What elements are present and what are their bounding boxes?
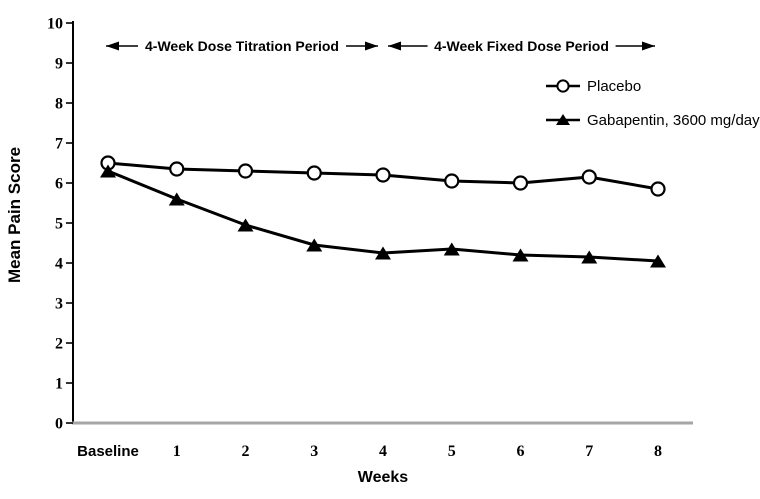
- y-axis-title: Mean Pain Score: [5, 146, 24, 284]
- x-axis-title: Weeks: [357, 469, 409, 486]
- data-point-filled-triangle: [375, 246, 391, 260]
- x-tick-label: 3: [310, 443, 318, 460]
- data-point-filled-triangle: [512, 248, 529, 262]
- legend-label-gabapentin: Gabapentin, 3600 mg/day: [587, 111, 760, 129]
- data-point-open-circle: [581, 169, 597, 185]
- filled-triangle-marker-icon: [546, 114, 580, 125]
- y-tick-label: 7: [55, 136, 63, 153]
- legend-item-gabapentin: Gabapentin, 3600 mg/day: [546, 111, 760, 129]
- x-tick-label: Baseline: [77, 443, 139, 460]
- y-tick-label: 2: [55, 336, 63, 353]
- y-tick-label: 5: [55, 216, 63, 233]
- arrow-left-head: [106, 41, 119, 51]
- annotation-fixed-dose-period: 4-Week Fixed Dose Period: [427, 37, 616, 55]
- data-point-filled-triangle: [443, 242, 460, 256]
- arrow-left-head: [388, 41, 401, 51]
- x-tick-label: 2: [242, 443, 250, 460]
- legend: Placebo Gabapentin, 3600 mg/day: [546, 77, 760, 129]
- data-point-filled-triangle: [650, 254, 666, 268]
- data-point-open-circle: [375, 167, 391, 183]
- y-tick-label: 0: [55, 416, 63, 433]
- data-point-open-circle: [169, 161, 185, 177]
- x-tick-label: 1: [173, 443, 181, 460]
- data-point-open-circle: [650, 181, 666, 197]
- data-point-filled-triangle: [306, 238, 323, 252]
- data-point-open-circle: [306, 165, 322, 181]
- legend-item-placebo: Placebo: [546, 77, 760, 95]
- arrow-right-head: [365, 41, 378, 51]
- x-tick-label: 7: [585, 443, 593, 460]
- data-point-open-circle: [237, 163, 254, 179]
- y-tick-label: 9: [55, 56, 63, 73]
- y-tick-label: 8: [55, 96, 63, 113]
- data-point-filled-triangle: [168, 192, 185, 206]
- data-point-filled-triangle: [100, 164, 116, 178]
- x-tick-label: 8: [654, 443, 662, 460]
- annotation-dose-titration-period: 4-Week Dose Titration Period: [138, 37, 346, 55]
- legend-label-placebo: Placebo: [587, 77, 642, 95]
- x-tick-label: 6: [517, 443, 525, 460]
- y-tick-label: 1: [55, 376, 63, 393]
- y-tick-label: 4: [55, 256, 63, 273]
- data-point-open-circle: [444, 173, 460, 189]
- y-tick-label: 6: [55, 176, 63, 193]
- data-point-open-circle: [512, 175, 529, 191]
- x-tick-label: 5: [448, 443, 456, 460]
- data-point-filled-triangle: [581, 250, 598, 264]
- arrow-right-head: [642, 41, 655, 51]
- y-tick-label: 3: [55, 296, 63, 313]
- x-tick-label: 4: [379, 443, 387, 460]
- y-tick-label: 10: [47, 16, 63, 33]
- data-point-filled-triangle: [237, 218, 254, 232]
- open-circle-marker-icon: [546, 79, 580, 93]
